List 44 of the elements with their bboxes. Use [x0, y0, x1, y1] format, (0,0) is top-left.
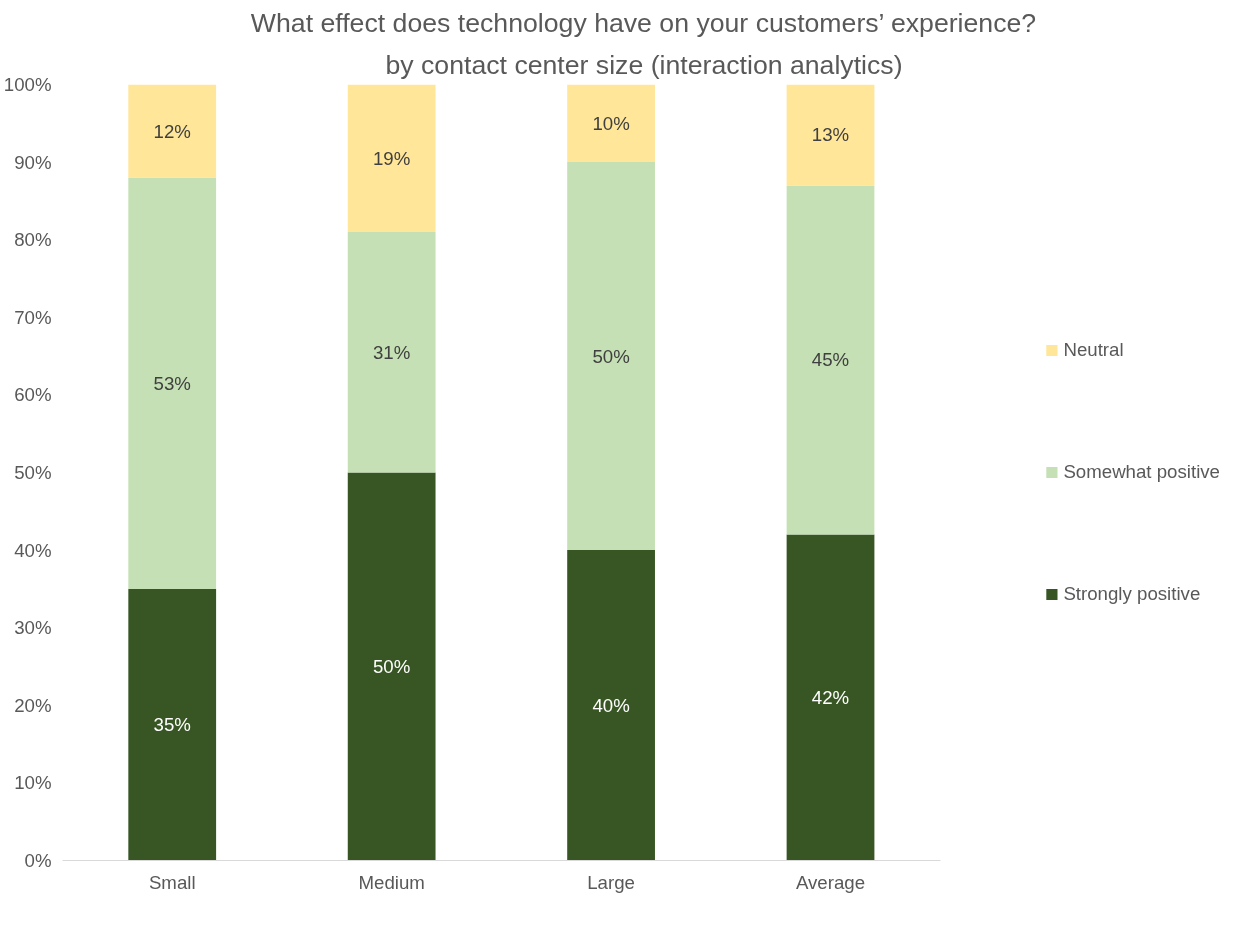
data-label: 45%: [811, 349, 850, 371]
data-label: 40%: [592, 694, 630, 716]
x-tick-label: Small: [148, 871, 196, 893]
data-label: 13%: [811, 124, 850, 146]
y-tick-label: 20%: [14, 694, 52, 716]
y-tick-label: 10%: [14, 772, 52, 794]
bar: [567, 550, 655, 861]
y-tick-label: 80%: [14, 229, 52, 251]
data-label: 50%: [372, 656, 411, 677]
data-label: 35%: [153, 714, 191, 736]
bar: [347, 231, 436, 473]
bar: [347, 472, 436, 861]
x-tick-label: Medium: [358, 871, 425, 893]
y-tick-label: 30%: [14, 617, 52, 639]
y-tick-label: 70%: [14, 306, 52, 328]
bar: [786, 185, 875, 535]
data-label: 50%: [592, 345, 630, 367]
y-tick-label: 90%: [14, 151, 52, 173]
bar: [786, 534, 875, 861]
x-tick-label: Large: [587, 871, 635, 893]
bar: [786, 84, 875, 186]
bar: [567, 84, 655, 163]
y-tick-label: 60%: [14, 384, 52, 406]
data-label: 12%: [153, 120, 191, 142]
legend-label: Neutral: [1063, 339, 1124, 361]
data-label: 31%: [372, 341, 411, 363]
legend-label: Strongly positive: [1063, 583, 1201, 605]
y-tick-label: 0%: [24, 850, 52, 871]
y-tick-label: 100%: [3, 74, 52, 95]
bar: [347, 84, 436, 232]
data-label: 53%: [153, 372, 191, 394]
data-label: 10%: [592, 112, 630, 134]
x-tick-label: Average: [795, 871, 866, 893]
data-label: 42%: [811, 687, 850, 709]
y-tick-label: 50%: [14, 462, 52, 483]
y-tick-label: 40%: [14, 539, 52, 561]
chart-subtitle: by contact center size (interaction analytics): [385, 49, 903, 80]
chart-title: What effect does technology have on your customers’ experience?: [250, 7, 1037, 38]
data-label: 19%: [372, 147, 411, 169]
bar: [128, 177, 217, 589]
bar: [128, 588, 217, 861]
bar: [567, 162, 655, 551]
bar: [128, 84, 217, 178]
legend-label: Somewhat positive: [1063, 461, 1220, 483]
